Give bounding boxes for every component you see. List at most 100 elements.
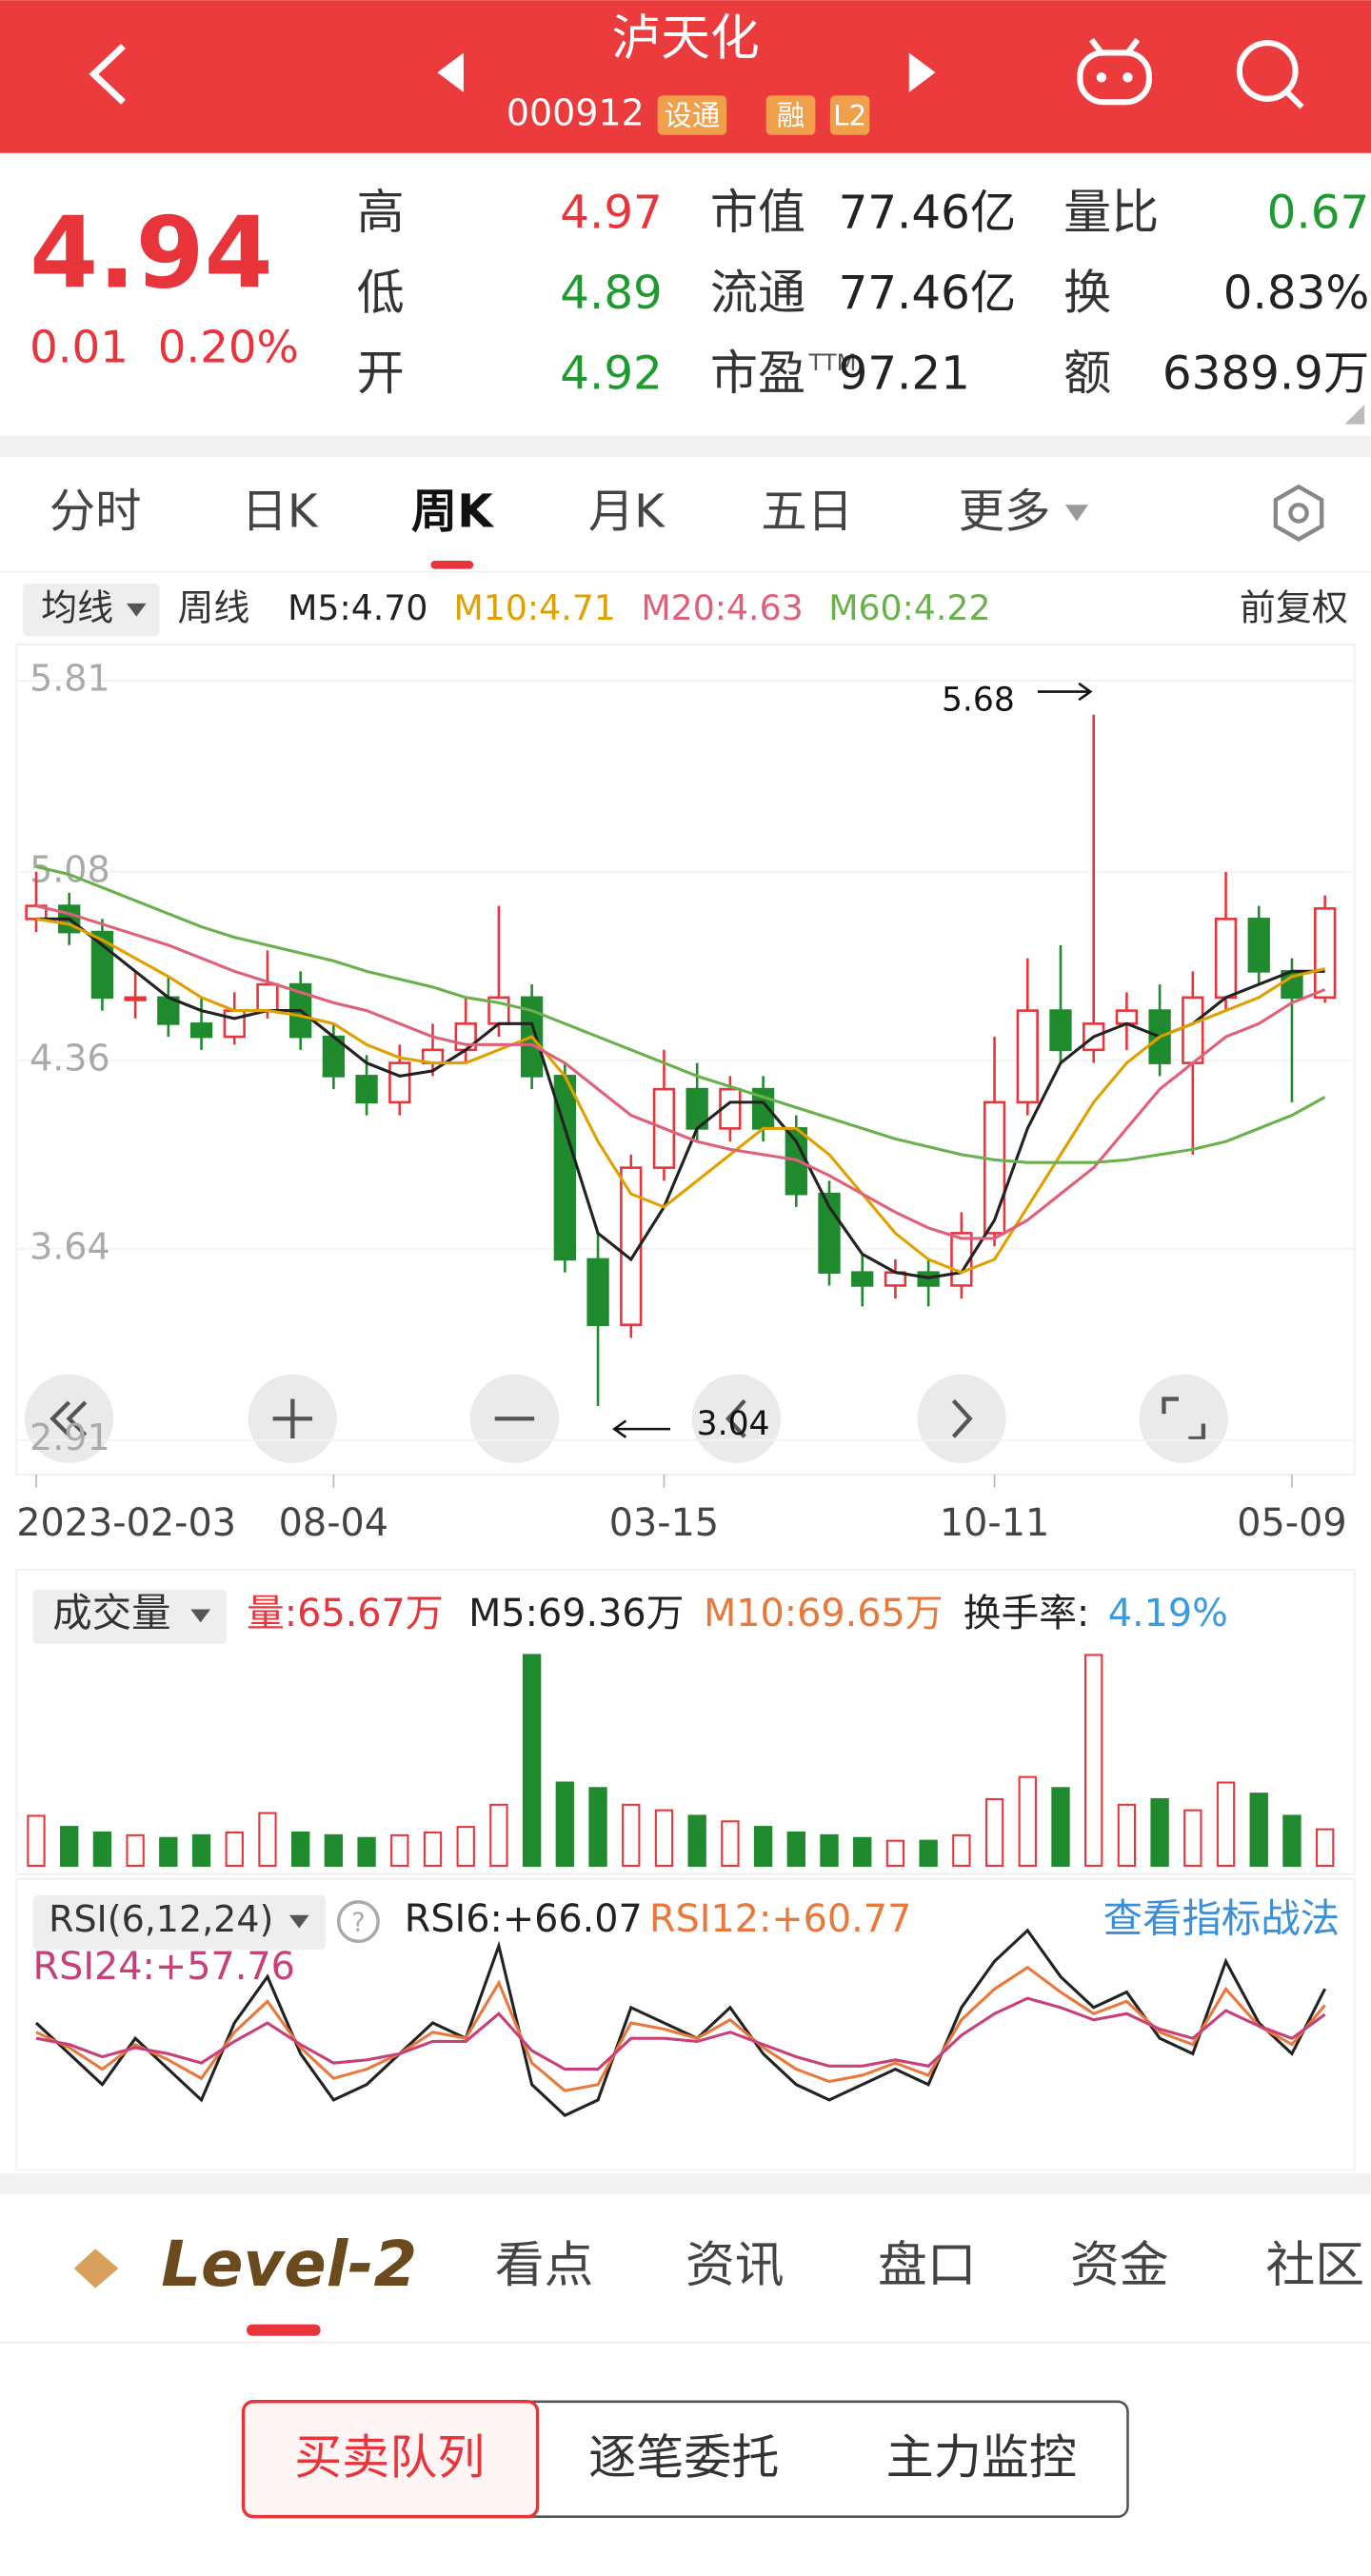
candle-body (1182, 996, 1204, 1064)
ma-legend: M10:4.71 (454, 587, 616, 628)
prev-stock[interactable] (437, 52, 464, 92)
ma-line (35, 904, 1326, 1240)
queue-button[interactable]: 逐笔委托 (588, 2429, 779, 2485)
tag-box (829, 95, 870, 135)
tag-box (765, 95, 816, 135)
volume-bar (1051, 1787, 1070, 1867)
bottom-tab[interactable]: 看点 (495, 2237, 594, 2294)
min-annotation: 3.04 (697, 1405, 770, 1443)
separator (0, 435, 1371, 458)
candle-body (1049, 1009, 1072, 1052)
stat-label: 额 (1063, 346, 1111, 401)
stat-label: 市值 (710, 185, 805, 240)
period-tab[interactable]: 五日 (761, 485, 853, 539)
settings-icon[interactable] (1273, 484, 1324, 543)
volume-bar (357, 1836, 376, 1867)
ma-line (35, 917, 1326, 1275)
rsi-select[interactable] (32, 1894, 326, 1950)
select-arrow (190, 1609, 211, 1623)
volume-legend: 量:65.67万 (247, 1592, 443, 1635)
adjust-mode[interactable]: 前复权 (1240, 586, 1348, 628)
volume-bar (126, 1833, 145, 1867)
candle-body (388, 1061, 411, 1104)
candle-body (1016, 1009, 1039, 1104)
rsi-line (35, 1965, 1326, 2092)
robot-icon[interactable] (1077, 37, 1152, 106)
indicator-select[interactable] (23, 584, 160, 637)
bottom-tab[interactable]: 资金 (1070, 2237, 1169, 2294)
bottom-tab-indicator (246, 2324, 321, 2336)
period-tab[interactable]: 更多 (959, 485, 1051, 539)
volume-bar (324, 1833, 344, 1867)
tag-box (657, 95, 727, 135)
stat-value: 97.21 (839, 347, 970, 401)
ma-legend: M60:4.22 (828, 587, 990, 628)
x-tick-label: 03-15 (609, 1501, 719, 1545)
stat-label-sup: TTM (807, 349, 856, 376)
stat-value: 77.46亿 (839, 267, 1017, 320)
stat-value: 0.83% (1223, 267, 1370, 320)
volume-bar (885, 1839, 905, 1867)
volume-select[interactable] (32, 1589, 228, 1644)
next-stock[interactable] (908, 52, 936, 92)
period-tab[interactable]: 周K (411, 485, 494, 539)
stat-label: 量比 (1063, 185, 1159, 240)
rsi-legend: RSI12:+60.77 (649, 1897, 911, 1941)
nav-symbols[interactable] (50, 1397, 1206, 1441)
change-pct: 0.20% (158, 321, 299, 372)
x-tick-label: 2023-02-03 (16, 1501, 236, 1545)
bottom-tab[interactable]: 社区 (1266, 2237, 1365, 2294)
tag: L2 (833, 99, 866, 131)
volume-title[interactable]: 成交量 (52, 1590, 170, 1635)
period-tab[interactable]: 分时 (50, 485, 142, 539)
robot-eye (1096, 72, 1107, 83)
candle-body (223, 1009, 246, 1039)
ma-line (35, 864, 1326, 1164)
help-mark: ? (351, 1906, 366, 1937)
y-tick-label: 3.64 (30, 1225, 110, 1267)
stat-label: 开 (357, 346, 405, 401)
corner-mark (1344, 404, 1365, 425)
volume-bar (687, 1814, 706, 1867)
max-annotation: 5.68 (942, 681, 1015, 719)
volume-bar (1249, 1793, 1268, 1867)
indicator-name[interactable]: 均线 (41, 586, 113, 628)
stat-label: 市盈 (710, 346, 805, 401)
max-arrow (1037, 682, 1093, 702)
volume-bar (654, 1809, 674, 1867)
volume-frame (15, 1569, 1356, 1875)
help-icon[interactable] (336, 1900, 380, 1944)
bottom-tab[interactable]: Level-2 (161, 2229, 417, 2301)
period-tab[interactable]: 日K (242, 485, 319, 539)
bottom-tab[interactable]: 资讯 (686, 2237, 785, 2294)
volume-bar (952, 1833, 971, 1867)
queue-button[interactable]: 买卖队列 (294, 2429, 485, 2485)
back-button[interactable] (89, 44, 126, 105)
volume-bar (159, 1836, 178, 1867)
candle-body (1314, 907, 1337, 1000)
y-tick-label: 5.81 (30, 658, 110, 700)
stat-label: 低 (357, 265, 405, 320)
stat-label: 换 (1063, 265, 1111, 320)
robot-eye (1123, 72, 1133, 83)
min-arrow (612, 1419, 671, 1438)
last-price: 4.94 (30, 196, 273, 310)
rsi-title[interactable]: RSI(6,12,24) (49, 1898, 273, 1940)
queue-button[interactable]: 主力监控 (886, 2429, 1077, 2485)
x-tick-label: 05-09 (1237, 1501, 1346, 1545)
volume-bar (753, 1826, 773, 1867)
tab-indicator (430, 560, 474, 569)
bottom-tab[interactable]: 盘口 (878, 2237, 977, 2294)
volume-bar (258, 1812, 277, 1867)
period-tab[interactable]: 月K (588, 485, 666, 539)
indicator-link[interactable]: 查看指标战法 (1103, 1896, 1341, 1942)
settings-dot (1288, 503, 1309, 524)
candle-body (189, 1022, 213, 1039)
volume-legend: 换手率: (964, 1592, 1090, 1635)
x-tick-label: 08-04 (279, 1501, 388, 1545)
volume-bar (27, 1814, 46, 1867)
active-button[interactable] (241, 2400, 540, 2519)
volume-bar (1018, 1775, 1037, 1867)
search-icon[interactable] (1236, 40, 1304, 109)
